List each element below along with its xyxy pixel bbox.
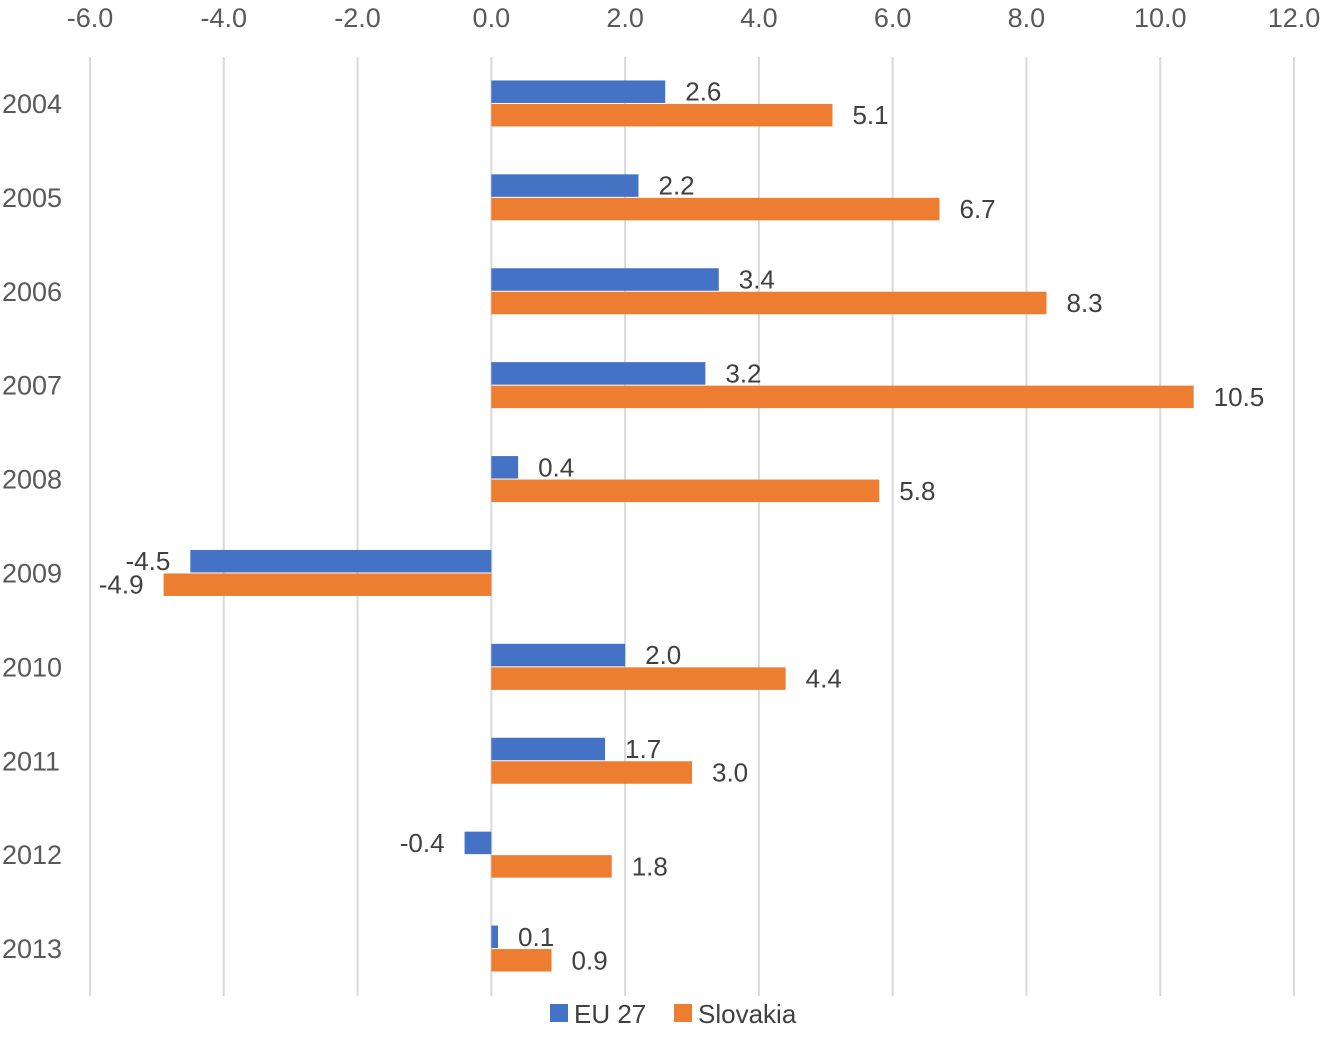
x-tick-label: 4.0 [740, 3, 778, 33]
legend-item-eu27[interactable]: EU 27 [550, 999, 646, 1029]
data-label: 0.9 [572, 945, 608, 975]
data-label: -4.5 [126, 546, 171, 576]
legend-item-slovakia[interactable]: Slovakia [674, 999, 797, 1029]
x-tick-label: 0.0 [473, 3, 511, 33]
category-label: 2007 [2, 371, 62, 401]
data-label: 6.7 [959, 194, 995, 224]
bar-eu27 [491, 925, 499, 949]
category-label: 2011 [2, 746, 60, 776]
data-label: -0.4 [400, 828, 445, 858]
bar-eu27 [491, 643, 626, 667]
x-tick-label: 12.0 [1268, 3, 1321, 33]
data-label: 0.4 [538, 452, 574, 482]
category-label: 2006 [2, 277, 62, 307]
data-label: 1.8 [632, 851, 668, 881]
legend-swatch [674, 1004, 692, 1022]
bar-eu27 [491, 737, 606, 761]
x-axis-ticks: -6.0 -4.0 -2.0 0.0 2.0 4.0 6.0 8.0 10.0 12.0 [67, 3, 1321, 33]
bar-eu27 [491, 174, 639, 197]
data-label: 3.4 [739, 265, 775, 295]
category-label: 2008 [2, 465, 62, 495]
data-label: 5.8 [899, 476, 935, 506]
bar-eu27 [491, 80, 666, 103]
legend-swatch [550, 1004, 568, 1022]
data-labels: 2.6 5.1 2.2 6.7 3.4 8.3 3.2 10.5 0.4 5.8 -4.5-4.9 2… [99, 77, 1265, 976]
x-tick-label: -6.0 [67, 3, 114, 33]
bar-eu27 [491, 268, 719, 291]
data-label: 4.4 [806, 664, 842, 694]
legend[interactable]: EU 27 Slovakia [550, 999, 797, 1029]
bar-slovakia [491, 291, 1047, 315]
data-label: 2.2 [658, 171, 694, 201]
bar-slovakia [491, 949, 552, 972]
bar-eu27 [464, 831, 492, 855]
x-tick-label: 10.0 [1134, 3, 1187, 33]
bar-slovakia [491, 197, 940, 221]
x-tick-label: -4.0 [201, 3, 248, 33]
bar-slovakia [491, 385, 1194, 409]
category-label: 2010 [2, 652, 62, 682]
bar-slovakia [491, 855, 612, 878]
data-label: 10.5 [1214, 382, 1265, 412]
category-label: 2009 [2, 558, 62, 588]
category-label: 2004 [2, 89, 62, 119]
x-tick-label: 8.0 [1008, 3, 1046, 33]
data-label: 0.1 [518, 922, 554, 952]
category-label: 2013 [2, 934, 62, 964]
bars [163, 80, 1194, 972]
bar-slovakia [491, 103, 833, 127]
data-label: 3.2 [725, 358, 761, 388]
bar-slovakia [491, 667, 786, 690]
bar-slovakia [491, 761, 692, 784]
category-label: 2012 [2, 840, 62, 870]
x-tick-label: 2.0 [606, 3, 644, 33]
bar-eu27 [491, 456, 519, 479]
legend-label: Slovakia [698, 999, 797, 1029]
bar-eu27 [491, 362, 706, 385]
bar-eu27 [190, 549, 492, 573]
data-label: 8.3 [1067, 288, 1103, 318]
bar-slovakia [491, 479, 880, 503]
data-label: 2.0 [645, 640, 681, 670]
data-label: 3.0 [712, 758, 748, 788]
data-label: -4.9 [99, 570, 144, 600]
category-label: 2005 [2, 183, 62, 213]
x-tick-label: 6.0 [874, 3, 912, 33]
category-axis: 2004 2005 2006 2007 2008 2009 2010 2011 2012 2013 [2, 89, 62, 964]
bar-slovakia [163, 573, 492, 596]
data-label: 5.1 [852, 100, 888, 130]
data-label: 1.7 [625, 734, 661, 764]
x-tick-label: -2.0 [334, 3, 381, 33]
data-label: 2.6 [685, 77, 721, 107]
legend-label: EU 27 [574, 999, 646, 1029]
